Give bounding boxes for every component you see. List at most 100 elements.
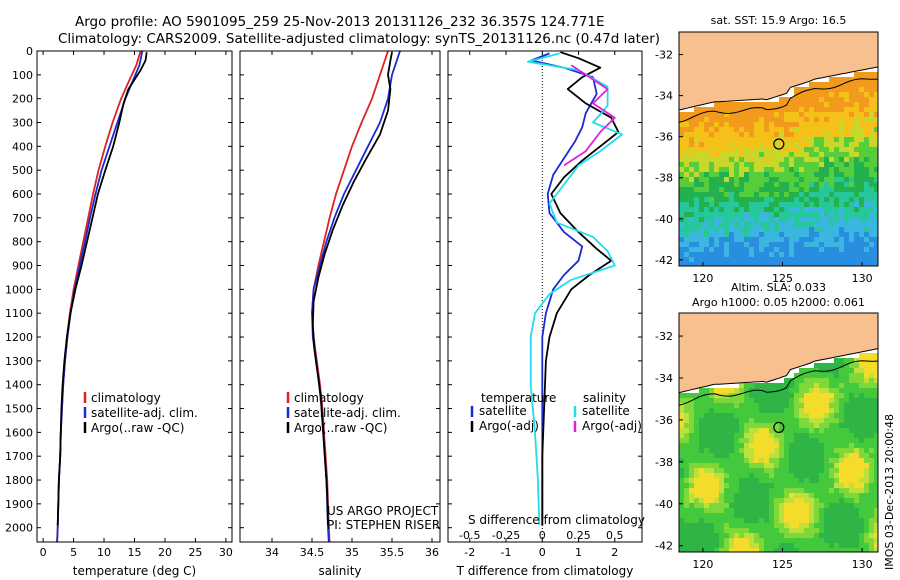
map-cell — [844, 222, 850, 228]
map-cell — [709, 262, 715, 266]
map-cell — [834, 393, 840, 399]
map-cell — [754, 468, 760, 474]
map-cell — [804, 368, 810, 374]
map-cell — [824, 187, 830, 193]
map-cell — [829, 493, 835, 499]
map-cell — [809, 87, 815, 93]
series-line-1 — [56, 51, 144, 542]
map-cell — [699, 262, 705, 266]
map-cell — [759, 232, 765, 238]
map-cell — [824, 413, 830, 419]
map-cell — [709, 433, 715, 439]
map-cell — [764, 127, 770, 133]
map-cell — [724, 257, 730, 263]
map-cell — [699, 483, 705, 489]
map-cell — [699, 152, 705, 158]
map-cell — [744, 433, 750, 439]
map-cell — [789, 217, 795, 223]
map-cell — [829, 378, 835, 384]
y-tick-label: -34 — [655, 372, 673, 385]
map-cell — [764, 237, 770, 243]
map-cell — [759, 468, 765, 474]
map-cell — [734, 167, 740, 173]
map-cell — [829, 247, 835, 253]
map-cell — [799, 428, 805, 434]
map-cell — [849, 107, 855, 113]
map-cell — [784, 207, 790, 213]
map-cell — [809, 147, 815, 153]
map-cell — [759, 227, 765, 233]
map-cell — [859, 102, 865, 108]
map-cell — [804, 122, 810, 128]
map-cell — [819, 157, 825, 163]
map-cell — [809, 518, 815, 524]
map-cell — [709, 147, 715, 153]
map-cell — [794, 137, 800, 143]
map-cell — [709, 122, 715, 128]
map-cell — [679, 202, 685, 208]
map-cell — [734, 147, 740, 153]
map-cell — [724, 518, 730, 524]
map-cell — [844, 192, 850, 198]
map-cell — [759, 217, 765, 223]
map-cell — [819, 438, 825, 444]
map-cell — [849, 408, 855, 414]
map-cell — [709, 197, 715, 203]
map-cell — [714, 202, 720, 208]
map-cell — [859, 493, 865, 499]
map-cell — [734, 127, 740, 133]
map-cell — [824, 493, 830, 499]
x-tick-label: 125 — [772, 272, 793, 285]
map-cell — [719, 538, 725, 544]
map-cell — [779, 207, 785, 213]
map-cell — [714, 147, 720, 153]
map-cell — [854, 488, 860, 494]
map-cell — [774, 207, 780, 213]
map-cell — [799, 157, 805, 163]
map-cell — [684, 463, 690, 469]
legend-label: satellite-adj. clim. — [294, 406, 401, 420]
map-cell — [799, 232, 805, 238]
map-cell — [839, 77, 845, 83]
map-cell — [849, 187, 855, 193]
map-cell — [724, 423, 730, 429]
map-cell — [869, 122, 875, 128]
x-tick-label: 2 — [611, 546, 618, 559]
map-cell — [749, 137, 755, 143]
map-cell — [759, 453, 765, 459]
map-cell — [729, 403, 735, 409]
map-cell — [854, 157, 860, 163]
map-cell — [799, 543, 805, 549]
map-cell — [794, 97, 800, 103]
map-cell — [719, 232, 725, 238]
map-cell — [829, 398, 835, 404]
map-cell — [689, 242, 695, 248]
map-cell — [814, 423, 820, 429]
map-cell — [754, 513, 760, 519]
map-cell — [809, 503, 815, 509]
map-cell — [764, 398, 770, 404]
map-cell — [829, 202, 835, 208]
map-cell — [789, 403, 795, 409]
map-cell — [749, 538, 755, 544]
map-cell — [679, 237, 685, 243]
map-cell — [719, 413, 725, 419]
map-cell — [824, 473, 830, 479]
map-cell — [739, 418, 745, 424]
map-cell — [719, 252, 725, 258]
map-cell — [719, 493, 725, 499]
map-cell — [729, 167, 735, 173]
map-cell — [754, 518, 760, 524]
map-cell — [819, 122, 825, 128]
map-cell — [724, 102, 730, 108]
map-cell — [829, 262, 835, 266]
map-cell — [744, 147, 750, 153]
map-cell — [829, 443, 835, 449]
map-cell — [819, 473, 825, 479]
map-cell — [864, 162, 870, 168]
map-cell — [794, 222, 800, 228]
series-line-2 — [56, 52, 148, 526]
map-cell — [804, 523, 810, 529]
map-cell — [849, 162, 855, 168]
map-cell — [814, 87, 820, 93]
